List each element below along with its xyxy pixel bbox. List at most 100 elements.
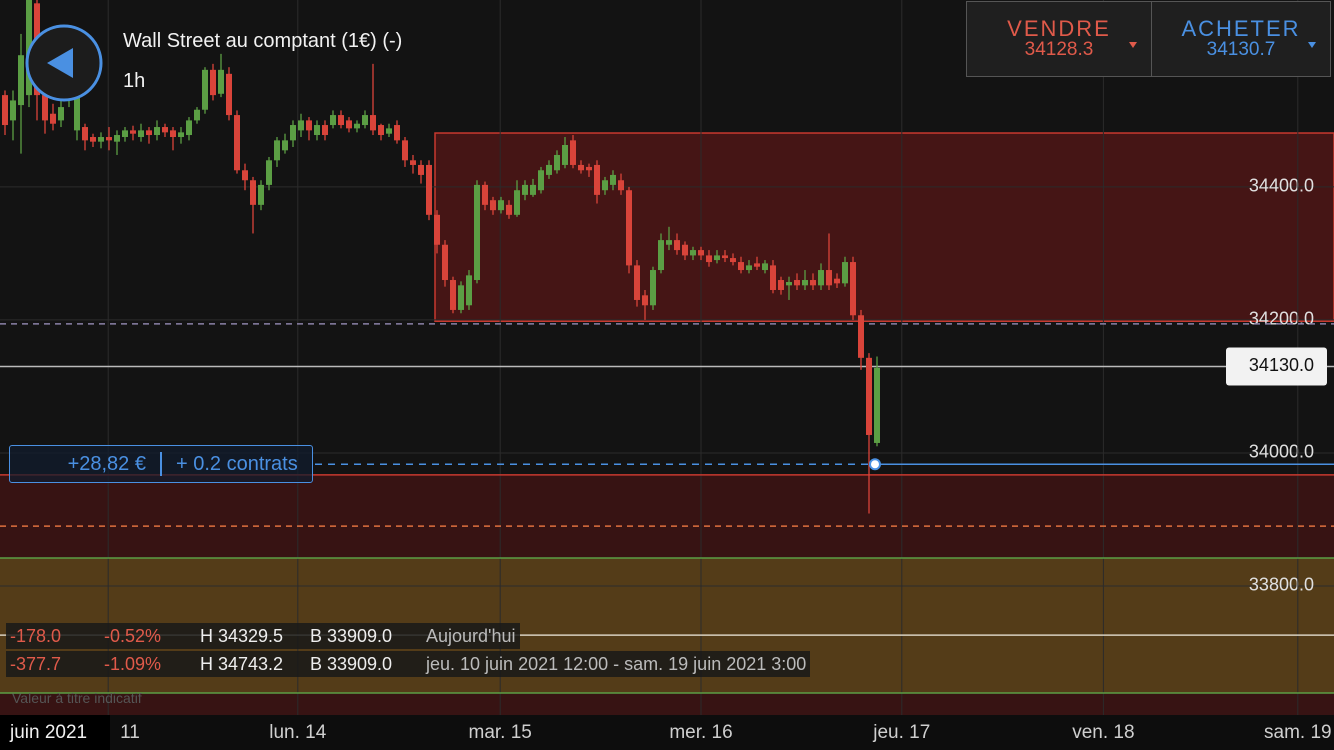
candle-body — [10, 100, 16, 121]
candle-body — [322, 125, 328, 136]
position-marker — [869, 458, 881, 471]
candle-body — [202, 69, 208, 110]
candle-body — [290, 125, 296, 141]
candle-body — [506, 204, 512, 215]
candle-body — [610, 174, 616, 185]
candle-body — [530, 184, 536, 195]
candle-body — [738, 262, 744, 271]
candle-body — [546, 164, 552, 175]
candle-body — [234, 115, 240, 171]
candle-body — [602, 180, 608, 191]
x-tick-label: mar. 15 — [469, 722, 532, 743]
candle-body — [194, 109, 200, 121]
candle-body — [130, 130, 136, 134]
candle-body — [642, 295, 648, 306]
candle-body — [458, 285, 464, 310]
last-price-label: 34130.0 — [1249, 355, 1314, 375]
candle-body — [442, 244, 448, 281]
candle-body — [626, 190, 632, 266]
candle-body — [802, 280, 808, 286]
candle-body — [674, 240, 680, 251]
candle-body — [842, 262, 848, 284]
stat-low: B 33909.0 — [310, 654, 393, 674]
candle-body — [346, 120, 352, 129]
separator — [160, 452, 162, 476]
candle-body — [778, 280, 784, 290]
candle-body — [682, 244, 688, 256]
candle-body — [722, 255, 728, 259]
candle-body — [618, 180, 624, 191]
candle-body — [514, 190, 520, 215]
sell-arrow — [1129, 42, 1137, 48]
buy-price: 34130.7 — [1206, 39, 1276, 60]
back-arrow — [47, 48, 73, 78]
candle-body — [378, 125, 384, 136]
candle-body — [306, 120, 312, 131]
stats-row: -178.0 -0.52% H 34329.5 B 33909.0 Aujour… — [6, 623, 520, 649]
x-tick-label: sam. 19 — [1264, 722, 1332, 743]
candle-body — [146, 130, 152, 136]
sell-button[interactable]: VENDRE 34128.3 — [966, 1, 1152, 77]
candle-body — [266, 160, 272, 185]
candle-body — [122, 130, 128, 138]
month-label: juin 2021 — [9, 722, 87, 743]
candle-body — [850, 262, 856, 316]
candle-body — [370, 115, 376, 131]
candle-body — [450, 280, 456, 310]
last-price-box — [1226, 347, 1327, 386]
candle-body — [426, 164, 432, 215]
x-tick-label: ven. 18 — [1072, 722, 1134, 743]
candle-body — [714, 255, 720, 261]
x-axis-band — [0, 715, 1334, 750]
candle-body — [466, 275, 472, 306]
buy-label: ACHETER — [1181, 16, 1301, 41]
x-tick-label: jeu. 17 — [872, 722, 930, 743]
candle-body — [154, 127, 160, 136]
candle-body — [50, 113, 56, 124]
stat-high: H 34743.2 — [200, 654, 284, 674]
candle-body — [666, 240, 672, 245]
stat-pct: -1.09% — [104, 654, 162, 674]
position-size: + 0.2 contrats — [176, 452, 298, 475]
position-box[interactable]: +28,82 € + 0.2 contrats — [9, 445, 313, 483]
y-tick-label: 34400.0 — [1249, 176, 1314, 196]
candle-body — [114, 135, 120, 142]
buy-button[interactable]: ACHETER 34130.7 — [1151, 1, 1331, 77]
x-tick-label: mer. 16 — [669, 722, 732, 743]
candle-body — [818, 270, 824, 286]
candle-body — [314, 125, 320, 136]
back-button[interactable] — [9, 8, 119, 118]
candle-body — [586, 166, 592, 171]
interval[interactable]: 1h — [123, 70, 146, 92]
candle-body — [178, 132, 184, 138]
candle-body — [634, 265, 640, 300]
candle-body — [730, 258, 736, 263]
y-tick-label: 33800.0 — [1249, 575, 1314, 595]
candle-body — [474, 184, 480, 281]
sell-label: VENDRE — [1007, 16, 1111, 41]
stat-high: H 34329.5 — [200, 626, 284, 646]
candle-body — [594, 164, 600, 195]
candle-body — [650, 270, 656, 306]
candle-body — [834, 278, 840, 284]
x-tick-label: 11 — [120, 722, 140, 743]
candle-body — [754, 263, 760, 267]
candle-body — [218, 69, 224, 94]
candle-body — [162, 127, 168, 133]
y-tick-label: 34000.0 — [1249, 442, 1314, 462]
candle-body — [354, 123, 360, 129]
candle-body — [362, 115, 368, 126]
candle-body — [770, 265, 776, 290]
candle-body — [242, 170, 248, 181]
price-zone — [434, 132, 1334, 323]
stat-period: jeu. 10 juin 2021 12:00 - sam. 19 juin 2… — [426, 654, 807, 674]
candle-body — [282, 140, 288, 151]
candle-body — [210, 69, 216, 96]
candle-body — [498, 200, 504, 211]
candle-body — [578, 164, 584, 171]
buy-arrow — [1308, 42, 1316, 48]
stat-low: B 33909.0 — [310, 626, 393, 646]
